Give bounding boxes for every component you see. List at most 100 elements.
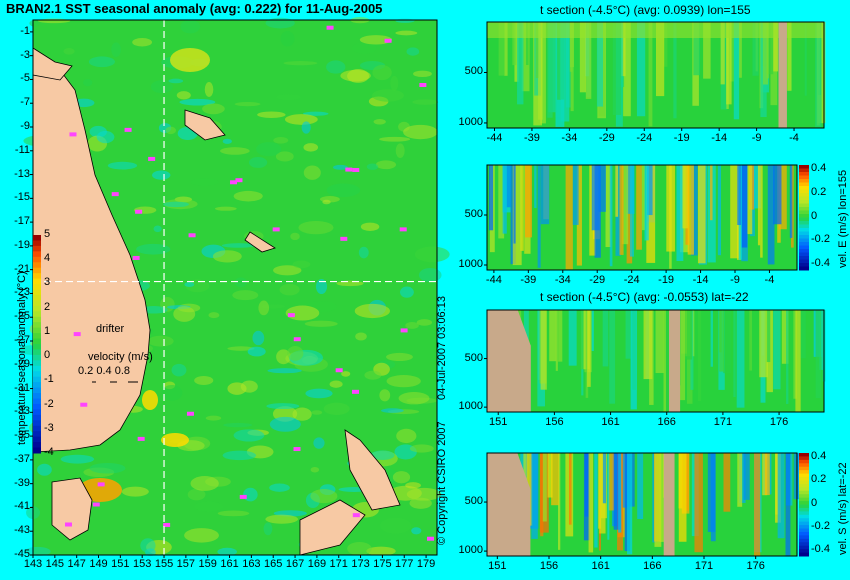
map-anomaly-patch: [418, 268, 442, 283]
map-x-tick: 165: [264, 558, 283, 570]
map-anomaly-patch: [269, 483, 290, 492]
section-2-colorbar-segment: [799, 259, 809, 264]
section-3-stripe: [625, 310, 631, 359]
section-4-colorbar-segment: [799, 538, 809, 543]
map-colorbar-segment: [33, 354, 41, 361]
section-3-stripe: [799, 310, 806, 359]
section-3-stripe: [766, 310, 771, 363]
map-anomaly-patch: [212, 250, 242, 263]
map-colorbar-segment: [33, 338, 41, 345]
map-anomaly-patch: [63, 47, 75, 55]
section-3-stripe: [632, 310, 636, 390]
map-colorbar-segment: [33, 278, 41, 285]
map-anomaly-patch: [88, 56, 115, 68]
section-3-stripe: [793, 310, 797, 399]
map-anomaly-patch: [233, 190, 263, 202]
section-3-stripe: [795, 310, 801, 412]
section-1-x-tick: -4: [789, 132, 799, 144]
section-4-stripe: [602, 453, 607, 504]
section-4-colorbar-segment: [799, 552, 809, 557]
drifter-marker: [239, 494, 247, 499]
section-3-coast: [487, 310, 531, 412]
map-anomaly-patch: [168, 78, 184, 84]
section-2-colorbar-tick: -0.2: [811, 233, 830, 246]
section-2-colorbar-segment: [799, 214, 809, 218]
section-2-frame: [486, 164, 798, 271]
section-1-stripe: [579, 22, 587, 93]
map-anomaly-patch: [275, 151, 294, 162]
section-2-colorbar-tick: 0.4: [811, 162, 827, 174]
section-1-stripe: [585, 22, 592, 99]
map-anomaly-patch: [233, 429, 265, 442]
section-2-stripe: [513, 165, 516, 244]
section-4-frame: [486, 452, 798, 557]
section-2-colorbar-segment: [799, 263, 809, 267]
map-y-tick: -37: [14, 452, 30, 465]
map-colorbar-segment: [33, 447, 41, 454]
map-y-tick: -17: [14, 215, 30, 228]
map-colorbar-segment: [33, 273, 41, 280]
drifter-marker: [64, 522, 72, 527]
drifter-marker: [399, 227, 407, 232]
section-1-stripe: [738, 22, 742, 78]
map-anomaly-patch: [24, 546, 51, 557]
section-4-colorbar-segment: [799, 466, 809, 471]
drifter-marker: [80, 402, 88, 407]
section-3-stripe: [587, 310, 591, 387]
copyright-label: © Copyright CSIRO 2007: [436, 421, 448, 545]
section-4-colorbar-segment: [799, 531, 809, 536]
map-anomaly-patch: [267, 368, 302, 374]
map-anomaly-patch: [371, 89, 404, 102]
section-4-stripe: [627, 453, 633, 555]
map-colorbar-segment: [33, 414, 41, 421]
section-1-stripe: [730, 22, 734, 82]
map-anomaly-patch: [147, 335, 174, 347]
main-map-title: BRAN2.1 SST seasonal anomaly (avg: 0.222…: [6, 1, 383, 16]
map-anomaly-patch: [136, 243, 171, 255]
section-2-stripe: [741, 165, 748, 248]
section-3-stripe: [781, 310, 789, 364]
section-3-land: [668, 310, 681, 412]
section-2-stripe: [540, 165, 550, 225]
map-anomaly-patch: [184, 528, 219, 543]
map-anomaly-patch: [409, 497, 432, 509]
section-1-stripe: [621, 22, 626, 77]
map-anomaly-patch: [107, 161, 138, 170]
section-4-stripe: [723, 453, 731, 512]
velS-colorbar-label: vel. S (m/s) lat=-22: [837, 462, 849, 555]
section-4-x-tick: 171: [694, 560, 714, 572]
section-1-stripe: [673, 22, 677, 119]
section-3-stripe: [643, 310, 653, 380]
section-4-y-tick: 1000: [458, 544, 483, 557]
section-2-colorbar-segment: [799, 179, 809, 183]
drifter-marker: [419, 82, 427, 87]
section-2-colorbar-segment: [799, 203, 809, 208]
section-2-colorbar-segment: [799, 196, 809, 201]
map-anomaly-patch: [273, 136, 289, 144]
map-colorbar-segment: [33, 251, 41, 258]
section-3-stripe: [749, 310, 753, 371]
map-anomaly-patch: [304, 320, 338, 327]
section-2-stripe: [636, 165, 642, 250]
section-4-colorbar-segment: [799, 504, 809, 509]
map-anomaly-patch: [396, 428, 417, 444]
section-2-x-tick: -29: [589, 274, 606, 286]
map-anomaly-patch: [227, 346, 255, 351]
map-anomaly-patch: [380, 517, 412, 534]
drifter-marker: [111, 192, 119, 197]
section-1-stripe: [693, 22, 700, 76]
section-3-stripe: [555, 310, 558, 371]
section-2-colorbar-segment: [799, 231, 809, 236]
map-anomaly-patch: [381, 408, 404, 413]
section-1-x-tick: -24: [636, 132, 653, 144]
drifter-marker: [124, 127, 132, 132]
section-3-stripe: [679, 310, 686, 401]
section-4-stripe: [710, 453, 716, 542]
section-2-colorbar-segment: [799, 186, 809, 190]
map-anomaly-patch: [305, 388, 333, 399]
section-1-stripe: [655, 22, 665, 97]
map-anomaly-patch: [358, 246, 369, 259]
section-1-stripe: [547, 22, 553, 118]
section-2-colorbar-segment: [799, 210, 809, 215]
map-y-tick: -13: [14, 167, 30, 180]
